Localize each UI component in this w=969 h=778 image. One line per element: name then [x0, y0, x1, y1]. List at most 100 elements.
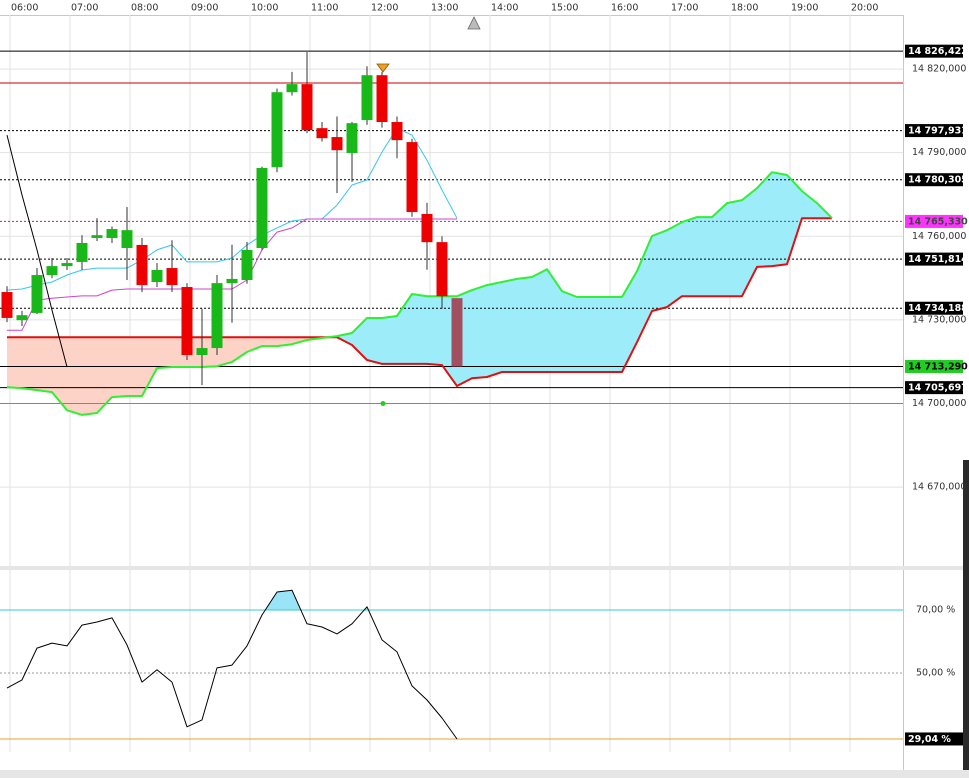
candle-body: [151, 270, 163, 282]
candle-body: [451, 298, 463, 367]
signal-marker: [376, 63, 390, 73]
candle-body: [211, 283, 223, 349]
level-label: 29,04 %: [908, 734, 951, 745]
level-label-box: [905, 252, 963, 266]
candle-body: [76, 242, 88, 262]
bottom-bar: [0, 770, 969, 778]
level-label: 14 797,931: [908, 126, 968, 137]
x-tick-label: 16:00: [611, 3, 638, 14]
level-label: 14 826,422: [908, 46, 968, 57]
cloud-fill: [97, 337, 112, 413]
candle-body: [196, 348, 208, 356]
candle-body: [286, 84, 298, 93]
candle-body: [46, 266, 58, 276]
y-tick-label: 14 670,000: [912, 482, 966, 493]
cloud-fill: [667, 222, 682, 308]
cloud-fill: [697, 217, 712, 297]
oscillator-line: [6, 589, 458, 740]
cloud-fill: [367, 318, 382, 364]
x-tick-label: 13:00: [431, 3, 458, 14]
cloud-fill: [757, 172, 772, 267]
candle-body: [166, 268, 178, 286]
level-marker: [380, 401, 386, 407]
cloud-fill: [772, 172, 787, 267]
candle-body: [421, 213, 433, 243]
candle-body: [271, 92, 283, 168]
x-tick-label: 11:00: [311, 3, 338, 14]
cloud-fill: [592, 297, 607, 372]
level-label: 14 705,697: [908, 383, 968, 394]
candle-body: [331, 137, 343, 151]
candle-body: [436, 242, 448, 297]
cloud-fill: [727, 200, 742, 297]
indicator-line: [6, 134, 68, 368]
span-a-line: [6, 171, 833, 416]
x-tick-label: 18:00: [731, 3, 758, 14]
x-tick-label: 10:00: [251, 3, 278, 14]
candle-body: [391, 122, 403, 141]
candle-body: [121, 230, 133, 248]
candle-body: [181, 287, 193, 356]
panel-separator: [0, 566, 969, 570]
cloud-fill: [742, 188, 757, 297]
time-marker: [467, 16, 481, 30]
x-tick-label: 09:00: [191, 3, 218, 14]
cloud-fill: [787, 175, 802, 265]
span-b-line: [7, 217, 832, 387]
cloud-fill: [472, 285, 487, 379]
x-tick-label: 06:00: [11, 3, 38, 14]
x-tick-label: 19:00: [791, 3, 818, 14]
candle-body: [106, 229, 118, 238]
cloud-fill: [112, 337, 127, 398]
cloud-fill: [682, 217, 697, 297]
cloud-fill: [412, 294, 427, 364]
cloud-fill: [22, 337, 37, 391]
x-tick-label: 17:00: [671, 3, 698, 14]
cloud-fill: [82, 337, 97, 415]
level-label-box: [905, 214, 963, 228]
cloud-fill: [352, 318, 367, 360]
candle-body: [301, 84, 313, 131]
candle-body: [16, 315, 28, 321]
y-tick-label: 50,00 %: [916, 667, 955, 678]
y-tick-label: 70,00 %: [916, 604, 955, 615]
candle-body: [241, 249, 253, 281]
cloud-fill: [157, 337, 172, 369]
cloud-fill: [52, 337, 67, 411]
cloud-fill: [622, 271, 637, 372]
scrollbar: [963, 460, 969, 770]
cloud-fill: [562, 291, 577, 372]
x-tick-label: 15:00: [551, 3, 578, 14]
level-label-box: [905, 732, 963, 746]
plot-area: 06:00 07:00 08:00 09:00 10:00 11:00 12:00 13:00…: [0, 3, 968, 752]
cloud-fill: [517, 277, 532, 372]
candle-body: [256, 168, 268, 248]
y-tick-label: 14 820,000: [912, 64, 966, 75]
level-label-box: [905, 381, 963, 395]
y-tick-label: 14 760,000: [912, 231, 966, 242]
candle-body: [136, 244, 148, 286]
candle-body: [91, 235, 103, 238]
cloud-fill: [7, 337, 22, 389]
level-label: 14 780,305: [908, 175, 968, 186]
level-label-box: [905, 44, 963, 58]
cloud-fill: [247, 337, 262, 352]
y-tick-label: 14 700,000: [912, 398, 966, 409]
cloud-fill: [427, 296, 442, 366]
level-label-box: [905, 173, 963, 187]
cloud-fill: [487, 282, 502, 377]
cloud-fill: [232, 337, 247, 362]
candle-body: [316, 128, 328, 139]
x-tick-label: 12:00: [371, 3, 398, 14]
cloud-fill: [652, 230, 667, 311]
cloud-fill: [802, 191, 817, 219]
x-tick-label: 07:00: [71, 3, 98, 14]
cloud-fill: [547, 269, 562, 372]
x-tick-label: 20:00: [851, 3, 878, 14]
level-label: 14 713,290: [908, 361, 968, 372]
level-label-box: [905, 124, 963, 138]
cloud-fill: [577, 297, 592, 372]
